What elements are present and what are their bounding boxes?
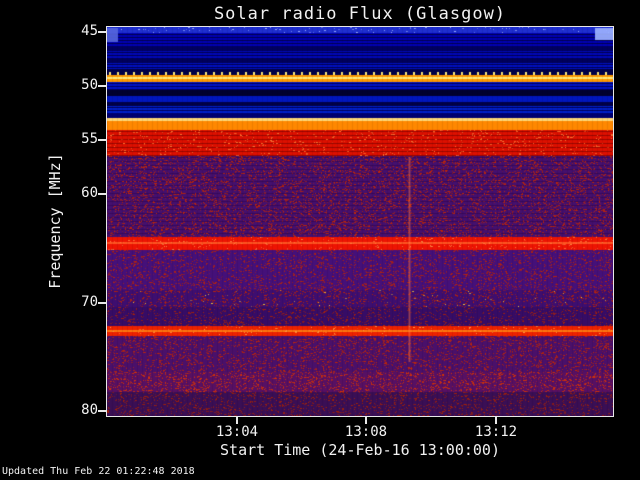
- x-tick-label: 13:08: [344, 424, 388, 440]
- x-axis-label: Start Time (24-Feb-16 13:00:00): [220, 441, 500, 459]
- y-tick-mark: [98, 302, 107, 304]
- x-tick-mark: [365, 416, 367, 424]
- y-tick-mark: [98, 410, 107, 412]
- x-tick-mark: [495, 416, 497, 424]
- y-tick-mark: [98, 31, 107, 33]
- y-tick-label: 70: [81, 294, 98, 310]
- plot-frame: [106, 26, 614, 417]
- y-tick-mark: [98, 193, 107, 195]
- y-tick-label: 60: [81, 185, 98, 201]
- y-tick-mark: [98, 85, 107, 87]
- x-tick-label: 13:12: [474, 424, 518, 440]
- y-axis-label: Frequency [MHz]: [46, 153, 64, 289]
- chart-title: Solar radio Flux (Glasgow): [213, 4, 507, 24]
- spectrogram-canvas: [107, 27, 613, 416]
- y-tick-label: 50: [81, 77, 98, 93]
- y-tick-mark: [98, 139, 107, 141]
- y-tick-label: 55: [81, 131, 98, 147]
- x-tick-mark: [236, 416, 238, 424]
- y-tick-label: 80: [81, 402, 98, 418]
- x-tick-label: 13:04: [215, 424, 259, 440]
- updated-timestamp: Updated Thu Feb 22 01:22:48 2018: [2, 466, 195, 477]
- y-tick-label: 45: [81, 23, 98, 39]
